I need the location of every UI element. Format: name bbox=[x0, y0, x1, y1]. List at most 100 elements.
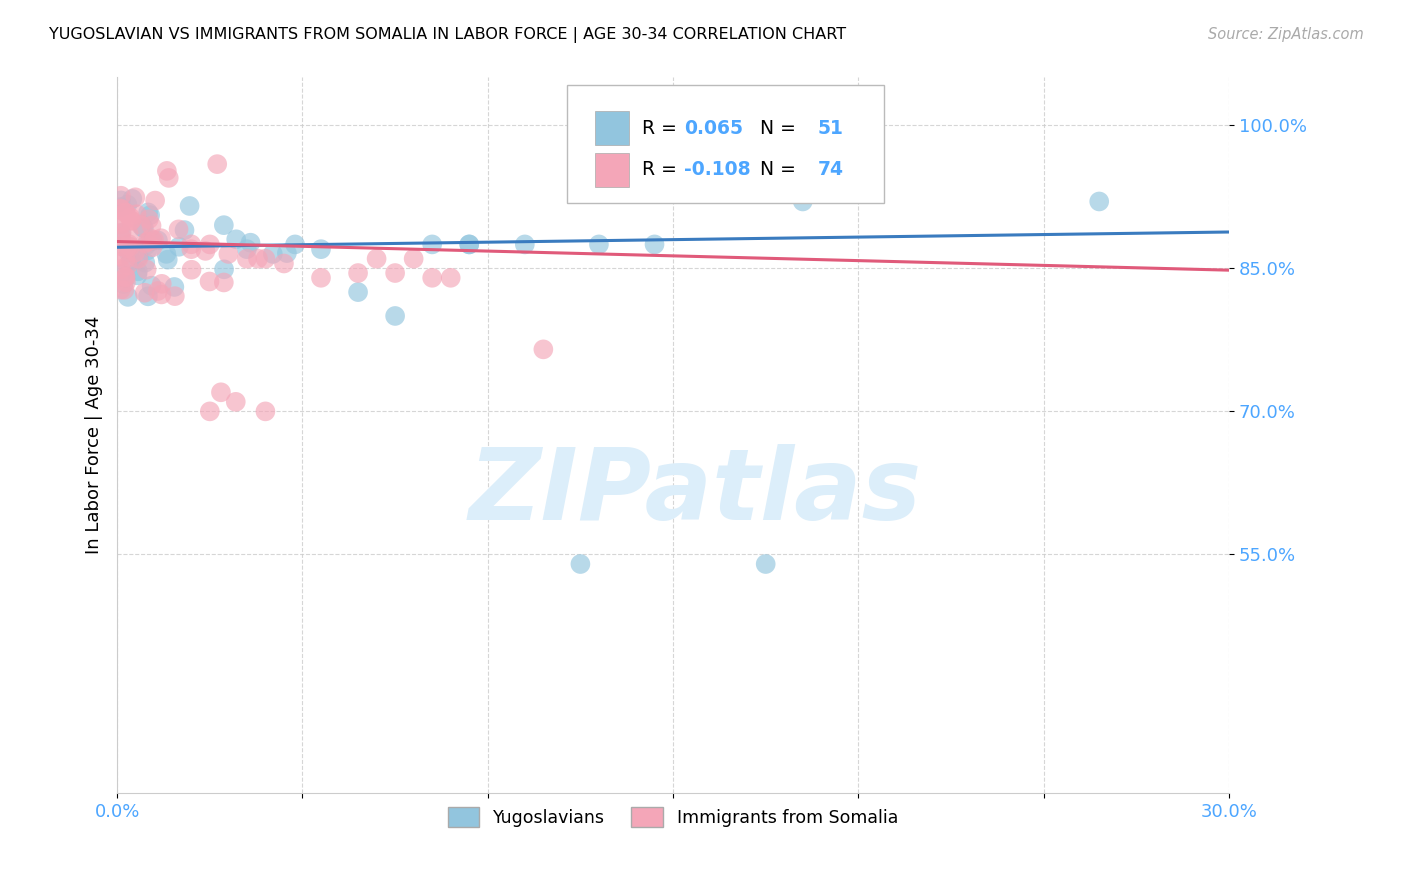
Point bbox=[212, 218, 235, 232]
Point bbox=[110, 215, 132, 229]
Y-axis label: In Labor Force | Age 30-34: In Labor Force | Age 30-34 bbox=[86, 316, 103, 555]
Point bbox=[146, 234, 169, 248]
Point bbox=[157, 170, 180, 185]
Point bbox=[146, 284, 169, 298]
Point bbox=[136, 289, 159, 303]
Point bbox=[163, 289, 186, 303]
Point bbox=[120, 211, 142, 225]
Point bbox=[156, 252, 179, 267]
Text: N =: N = bbox=[748, 119, 801, 137]
Point bbox=[110, 218, 132, 232]
Point bbox=[141, 234, 163, 248]
Point bbox=[143, 194, 166, 208]
Point bbox=[194, 244, 217, 258]
Point bbox=[440, 270, 463, 285]
Text: YUGOSLAVIAN VS IMMIGRANTS FROM SOMALIA IN LABOR FORCE | AGE 30-34 CORRELATION CH: YUGOSLAVIAN VS IMMIGRANTS FROM SOMALIA I… bbox=[49, 27, 846, 43]
Point bbox=[112, 277, 135, 292]
Point bbox=[254, 252, 277, 266]
Point bbox=[110, 202, 132, 216]
Point bbox=[180, 237, 202, 252]
Point bbox=[531, 343, 554, 357]
Point bbox=[347, 285, 370, 299]
Point bbox=[262, 247, 284, 261]
Point bbox=[129, 218, 152, 232]
Point bbox=[173, 223, 195, 237]
Point bbox=[236, 252, 259, 266]
Point bbox=[117, 290, 139, 304]
Point bbox=[513, 237, 536, 252]
Text: 0.065: 0.065 bbox=[685, 119, 744, 137]
Point bbox=[167, 222, 190, 236]
Point bbox=[114, 252, 136, 267]
Point bbox=[588, 237, 610, 252]
Point bbox=[420, 237, 443, 252]
Point bbox=[273, 256, 295, 270]
Point bbox=[132, 220, 155, 235]
Point bbox=[156, 164, 179, 178]
Point bbox=[569, 557, 592, 571]
Point bbox=[135, 262, 157, 277]
Point bbox=[124, 190, 146, 204]
Point bbox=[136, 235, 159, 249]
Point bbox=[117, 197, 139, 211]
Point bbox=[402, 252, 425, 266]
Point bbox=[276, 246, 298, 260]
Text: -0.108: -0.108 bbox=[685, 161, 751, 179]
Point bbox=[138, 212, 160, 227]
Point bbox=[139, 232, 162, 246]
Point bbox=[110, 188, 132, 202]
Point bbox=[644, 237, 666, 252]
Point bbox=[247, 252, 270, 266]
FancyBboxPatch shape bbox=[568, 85, 884, 202]
Point bbox=[115, 241, 138, 255]
Point bbox=[136, 244, 159, 258]
Point bbox=[1088, 194, 1111, 209]
Point bbox=[120, 213, 142, 227]
Point bbox=[117, 227, 139, 241]
Point bbox=[125, 207, 148, 221]
Point bbox=[110, 226, 132, 240]
Point bbox=[141, 219, 163, 233]
Point bbox=[127, 264, 149, 278]
Point bbox=[120, 253, 142, 268]
Point bbox=[110, 202, 132, 217]
Point bbox=[212, 262, 235, 277]
Text: 74: 74 bbox=[817, 161, 844, 179]
Point bbox=[180, 242, 202, 256]
Point bbox=[114, 206, 136, 220]
Text: ZIPatlas: ZIPatlas bbox=[468, 444, 922, 541]
Point bbox=[132, 221, 155, 235]
Point bbox=[309, 270, 332, 285]
Point bbox=[110, 239, 132, 253]
Text: N =: N = bbox=[748, 161, 801, 179]
Point bbox=[212, 276, 235, 290]
Point bbox=[117, 258, 139, 272]
Point bbox=[198, 404, 221, 418]
Point bbox=[209, 385, 232, 400]
Point bbox=[114, 269, 136, 284]
Point bbox=[120, 213, 142, 227]
Point bbox=[755, 557, 778, 571]
Point bbox=[198, 275, 221, 289]
Legend: Yugoslavians, Immigrants from Somalia: Yugoslavians, Immigrants from Somalia bbox=[441, 800, 905, 834]
Point bbox=[239, 235, 262, 250]
Point bbox=[309, 242, 332, 256]
Point bbox=[458, 237, 481, 252]
Point bbox=[118, 237, 141, 252]
Point bbox=[150, 231, 173, 245]
Point bbox=[110, 262, 132, 277]
Point bbox=[110, 200, 132, 214]
Point bbox=[110, 283, 132, 297]
Point bbox=[217, 247, 239, 261]
Point bbox=[141, 240, 163, 254]
Point bbox=[458, 237, 481, 252]
Point bbox=[134, 285, 156, 300]
Point bbox=[150, 287, 173, 301]
Point bbox=[114, 205, 136, 219]
Point bbox=[198, 237, 221, 252]
Point bbox=[110, 230, 132, 244]
Text: R =: R = bbox=[643, 119, 683, 137]
Point bbox=[420, 270, 443, 285]
Point bbox=[205, 157, 228, 171]
Point bbox=[136, 205, 159, 219]
